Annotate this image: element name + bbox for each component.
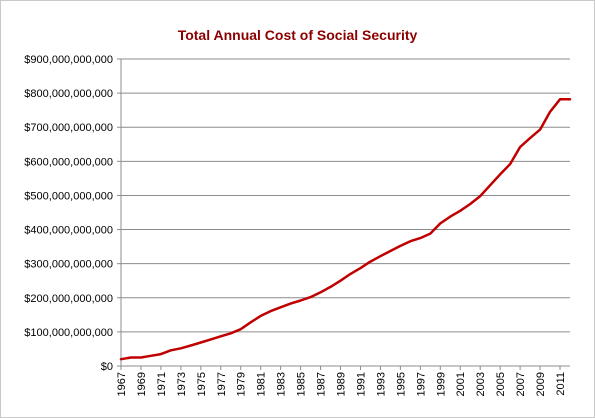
data-point — [299, 299, 302, 302]
data-point — [309, 296, 312, 298]
data-point — [279, 306, 282, 309]
data-point — [519, 146, 521, 148]
x-tick-label: 1977 — [216, 372, 228, 396]
data-point — [479, 195, 482, 197]
data-point — [160, 353, 162, 355]
y-tick-label: $100,000,000,000 — [24, 327, 113, 339]
data-point — [339, 279, 342, 282]
data-point — [369, 260, 372, 263]
x-tick-label: 1995 — [395, 372, 407, 396]
data-point — [180, 347, 182, 350]
x-tick-label: 1981 — [256, 372, 268, 396]
chart-title: Total Annual Cost of Social Security — [177, 27, 418, 43]
data-point — [249, 321, 252, 324]
data-point — [120, 358, 122, 360]
gridlines — [121, 58, 570, 333]
data-point — [329, 286, 332, 288]
data-point — [289, 302, 292, 305]
data-point — [559, 98, 561, 101]
data-point — [449, 215, 452, 218]
data-point — [170, 349, 172, 352]
x-tick-label: 1993 — [375, 372, 387, 396]
data-point — [389, 250, 392, 252]
x-tick-label: 1971 — [156, 372, 168, 396]
data-point — [489, 184, 491, 187]
data-point — [549, 111, 551, 113]
data-point — [539, 128, 541, 131]
x-tick-label: 1983 — [276, 372, 288, 396]
y-tick-label: $800,000,000,000 — [24, 88, 113, 100]
y-tick-label: $700,000,000,000 — [24, 122, 113, 134]
x-axis-ticks: 1967 1969 1971 1973 1975 1977 1979 1981 1983 1985… — [116, 366, 567, 396]
data-point — [190, 344, 192, 347]
x-tick-label: 1991 — [355, 372, 367, 396]
x-tick-label: 1997 — [415, 372, 427, 396]
data-point — [469, 203, 472, 205]
x-tick-label: 1975 — [196, 372, 208, 396]
data-point — [429, 232, 432, 235]
axes — [120, 59, 570, 367]
x-tick-label: 2003 — [475, 372, 487, 396]
data-point — [269, 310, 272, 312]
data-point — [499, 173, 501, 176]
x-tick-label: 2005 — [495, 372, 507, 396]
y-tick-label: $200,000,000,000 — [24, 293, 113, 305]
data-point — [219, 335, 222, 338]
data-point — [419, 237, 422, 239]
data-point — [140, 356, 142, 359]
data-point — [150, 354, 152, 357]
data-point — [359, 267, 362, 269]
x-tick-label: 1989 — [336, 372, 348, 396]
x-tick-label: 1967 — [116, 372, 128, 396]
y-tick-label: $600,000,000,000 — [24, 156, 113, 168]
series-layer — [119, 98, 572, 361]
x-tick-label: 2001 — [455, 372, 467, 396]
y-tick-label: $900,000,000,000 — [24, 54, 113, 66]
x-tick-label: 1985 — [296, 372, 308, 396]
x-tick-label: 2007 — [515, 372, 527, 396]
x-tick-label: 1999 — [435, 372, 447, 396]
x-tick-label: 2011 — [555, 372, 567, 396]
x-tick-label: 1979 — [236, 372, 248, 396]
data-point — [459, 209, 462, 212]
x-tick-label: 1969 — [136, 372, 148, 396]
y-axis-ticks: $0 $100,000,000,000 $200,000,000,000 $300,0… — [24, 54, 121, 373]
x-tick-label: 2009 — [535, 372, 547, 396]
y-tick-label: $400,000,000,000 — [24, 225, 113, 237]
data-point — [509, 163, 511, 165]
data-point — [259, 315, 262, 317]
data-point — [200, 341, 202, 344]
data-point — [399, 245, 402, 247]
x-tick-label: 1987 — [316, 372, 328, 396]
data-point — [379, 255, 382, 257]
data-point — [210, 338, 212, 341]
x-tick-label: 1973 — [176, 372, 188, 396]
data-point — [229, 332, 232, 335]
y-tick-label: $0 — [101, 361, 113, 373]
data-point — [130, 356, 132, 359]
data-point — [439, 222, 442, 225]
data-point — [239, 328, 242, 330]
data-point — [569, 98, 571, 101]
data-point — [319, 291, 322, 294]
y-tick-label: $300,000,000,000 — [24, 259, 113, 271]
data-point — [529, 137, 531, 139]
series-line — [119, 98, 572, 361]
data-point — [349, 273, 352, 275]
y-tick-label: $500,000,000,000 — [24, 190, 113, 202]
data-point — [409, 240, 412, 242]
